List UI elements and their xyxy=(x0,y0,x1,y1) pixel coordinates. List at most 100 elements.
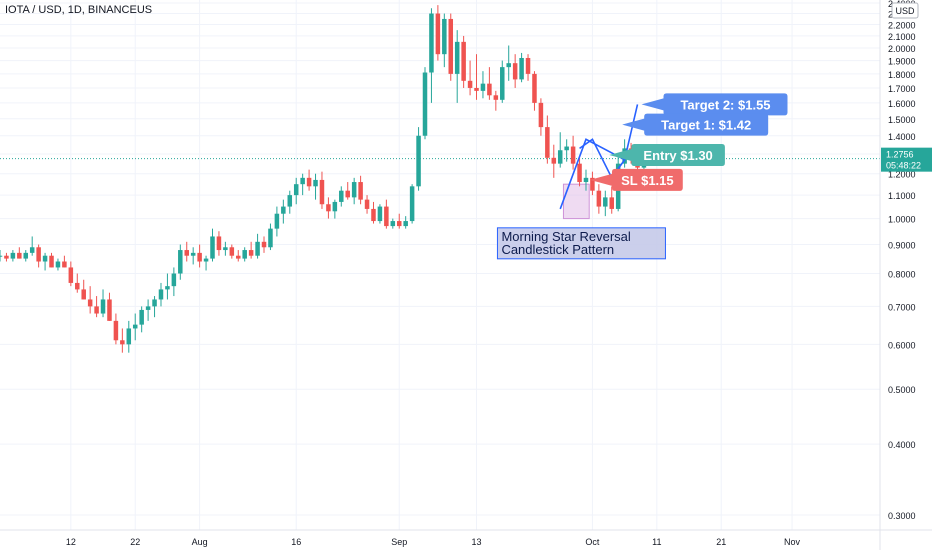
price-tick-label: 0.9000 xyxy=(888,241,916,251)
time-tick-label: Sep xyxy=(391,537,407,547)
candle-body xyxy=(332,201,338,212)
candle-body xyxy=(609,197,614,209)
time-tick-label: Aug xyxy=(192,537,208,547)
candle-body xyxy=(62,261,67,268)
price-tick-label: 2.2000 xyxy=(888,20,916,30)
candle-body xyxy=(422,72,428,136)
candle-body xyxy=(23,252,29,259)
candle-body xyxy=(165,286,170,290)
price-tick-label: 1.8000 xyxy=(888,70,916,80)
price-tick-label: 1.6000 xyxy=(888,99,916,109)
candle-body xyxy=(75,282,80,290)
candle-body xyxy=(487,83,492,96)
candle-body xyxy=(55,261,61,268)
candle-body xyxy=(306,177,312,187)
candle-body xyxy=(158,289,164,300)
candle-body xyxy=(551,157,557,164)
currency-label: USD xyxy=(895,6,915,16)
candle-body xyxy=(467,80,473,88)
price-axis[interactable]: 0.3000 0.4000 0.5000 0.6000 0.7000 0.8000 0.90… xyxy=(879,0,932,550)
candle-body xyxy=(512,63,518,80)
candle-body xyxy=(403,221,408,227)
candle-body xyxy=(287,195,293,207)
candle-body xyxy=(223,247,228,251)
trend-projection-line xyxy=(559,104,639,210)
candle-body xyxy=(94,306,99,314)
callout-shape xyxy=(609,143,725,166)
candle-body xyxy=(313,179,318,187)
candle-body xyxy=(409,186,415,222)
price-tick-label: 1.7000 xyxy=(888,84,916,94)
callouts: Target 2: $1.55 Target 1: $1.42 Entry $1.3… xyxy=(589,93,788,191)
candle-body xyxy=(255,241,260,256)
time-tick-label: Oct xyxy=(585,537,600,547)
candle-body xyxy=(557,150,563,164)
candle-body xyxy=(190,252,196,256)
candle-body xyxy=(229,247,235,256)
price-tick-label: 0.6000 xyxy=(888,340,916,350)
candle-body xyxy=(351,182,357,198)
candle-body xyxy=(107,299,112,321)
drawing-lines xyxy=(559,104,639,210)
time-tick-label: 11 xyxy=(652,537,661,547)
candle-body xyxy=(590,177,595,191)
candle-body xyxy=(384,206,389,227)
grid xyxy=(0,0,880,530)
candles xyxy=(0,5,647,353)
candle-body xyxy=(545,127,550,158)
price-tick-label: 0.3000 xyxy=(888,511,916,521)
candle-body xyxy=(10,252,16,259)
candle-body xyxy=(480,83,486,91)
candle-body xyxy=(0,255,3,257)
candle-body xyxy=(42,255,48,262)
candle-body xyxy=(519,57,524,80)
candle-body xyxy=(145,306,151,310)
candle-body xyxy=(300,177,305,185)
candle-body xyxy=(178,250,183,274)
candle-body xyxy=(81,289,86,300)
callout-label: SL $1.15 xyxy=(621,173,674,188)
candle-body xyxy=(474,87,479,91)
price-tick-label: 0.8000 xyxy=(888,270,916,280)
currency-badge[interactable] xyxy=(891,2,919,19)
candle-body xyxy=(429,13,434,73)
price-tick-label: 2.0000 xyxy=(888,44,916,54)
callout-shape xyxy=(641,93,788,116)
candle-body xyxy=(506,63,511,68)
price-tick-label: 1.9000 xyxy=(888,57,916,67)
candle-body xyxy=(577,163,582,183)
candle-body xyxy=(538,102,544,128)
candle-body xyxy=(570,146,576,164)
time-tick-label: 21 xyxy=(716,537,726,547)
candle-body xyxy=(268,228,273,248)
candle-body xyxy=(100,299,106,314)
candle-body xyxy=(377,206,383,222)
time-axis[interactable]: 12 22 Aug 16 Sep 13 Oct 11 21 Nov xyxy=(0,529,932,547)
candle-body xyxy=(126,328,132,345)
price-tick-label: 0.5000 xyxy=(888,385,916,395)
callout-label: Target 1: $1.42 xyxy=(661,118,751,133)
candle-body xyxy=(113,320,119,341)
candle-body xyxy=(184,250,189,256)
last-price-badge xyxy=(881,147,932,172)
countdown-label: 05:48:22 xyxy=(886,161,921,171)
candle-body xyxy=(210,236,215,259)
bull-flag-lower-line xyxy=(579,138,626,180)
callout-shape xyxy=(622,113,769,136)
candle-body xyxy=(120,340,125,345)
price-tick-label: 0.4000 xyxy=(888,440,916,450)
candle-body xyxy=(364,199,370,209)
candle-body xyxy=(416,135,421,187)
candle-body xyxy=(242,250,247,259)
candle-body xyxy=(281,206,286,214)
candle-body xyxy=(371,208,376,222)
price-tick-label: 1.1000 xyxy=(888,191,916,201)
candle-body xyxy=(564,146,569,151)
candle-body xyxy=(49,255,54,268)
time-tick-label: 16 xyxy=(291,537,301,547)
symbol-title[interactable]: IOTA / USD, 1D, BINANCEUS xyxy=(5,4,153,16)
pattern-label-text: Morning Star Reversal xyxy=(501,229,630,244)
